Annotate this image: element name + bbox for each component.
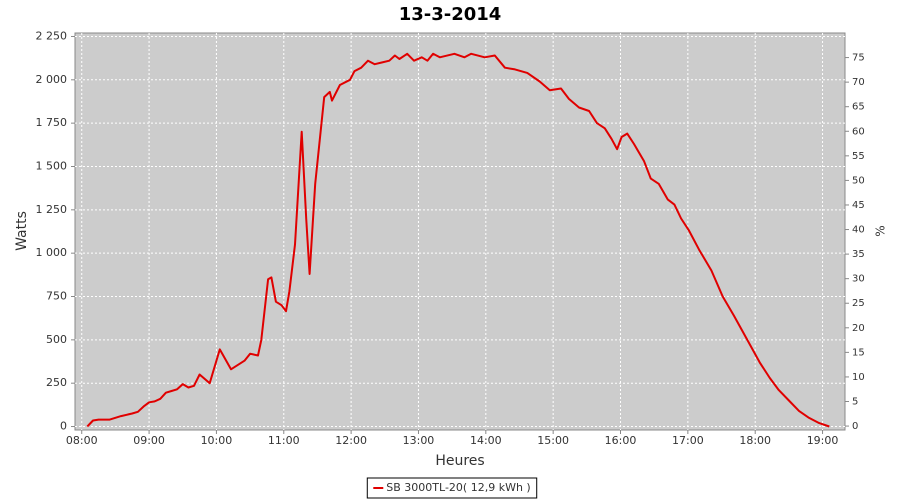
x-tick-label: 11:00 [268, 434, 300, 447]
y2-tick-label: 70 [852, 77, 865, 88]
x-tick-label: 15:00 [537, 434, 569, 447]
x-tick-label: 08:00 [66, 434, 98, 447]
y-axis-title: Watts [14, 211, 30, 251]
y-tick-label: 1 750 [36, 116, 68, 129]
y-tick-label: 1 000 [36, 246, 68, 259]
y2-tick-label: 35 [852, 249, 865, 260]
y2-tick-label: 65 [852, 102, 865, 113]
y2-tick-label: 40 [852, 225, 865, 236]
y2-tick-label: 10 [852, 372, 865, 383]
legend-label: SB 3000TL-20( 12,9 kWh ) [386, 481, 530, 494]
y2-tick-label: 30 [852, 274, 865, 285]
y2-tick-label: 25 [852, 298, 865, 309]
y2-tick-label: 0 [852, 421, 858, 432]
x-tick-label: 13:00 [403, 434, 435, 447]
x-tick-label: 19:00 [807, 434, 839, 447]
y2-tick-label: 75 [852, 53, 865, 64]
x-tick-label: 09:00 [133, 434, 165, 447]
y-tick-label: 2 000 [36, 73, 68, 86]
x-tick-label: 10:00 [201, 434, 233, 447]
y-tick-label: 250 [46, 376, 67, 389]
y2-tick-label: 45 [852, 200, 865, 211]
legend: SB 3000TL-20( 12,9 kWh ) [366, 477, 538, 499]
y-tick-label: 500 [46, 333, 67, 346]
x-tick-label: 18:00 [739, 434, 771, 447]
y-tick-label: 750 [46, 290, 67, 303]
plot-area [74, 32, 846, 431]
x-tick-label: 16:00 [605, 434, 637, 447]
y2-tick-label: 50 [852, 175, 865, 186]
x-tick-label: 14:00 [470, 434, 502, 447]
x-tick-label: 17:00 [672, 434, 704, 447]
y2-tick-label: 20 [852, 323, 865, 334]
y2-axis-title: % [874, 225, 888, 236]
y-tick-label: 0 [60, 420, 67, 433]
x-axis-title: Heures [435, 453, 484, 469]
chart-title: 13-3-2014 [399, 4, 502, 25]
legend-box [366, 477, 538, 499]
y2-tick-label: 15 [852, 347, 865, 358]
y-tick-label: 2 250 [36, 29, 68, 42]
x-tick-label: 12:00 [335, 434, 367, 447]
y2-tick-label: 5 [852, 397, 858, 408]
series-line [86, 52, 830, 428]
y2-tick-label: 55 [852, 151, 865, 162]
y-tick-label: 1 500 [36, 159, 68, 172]
y-tick-label: 1 250 [36, 203, 68, 216]
y2-tick-label: 60 [852, 126, 865, 137]
